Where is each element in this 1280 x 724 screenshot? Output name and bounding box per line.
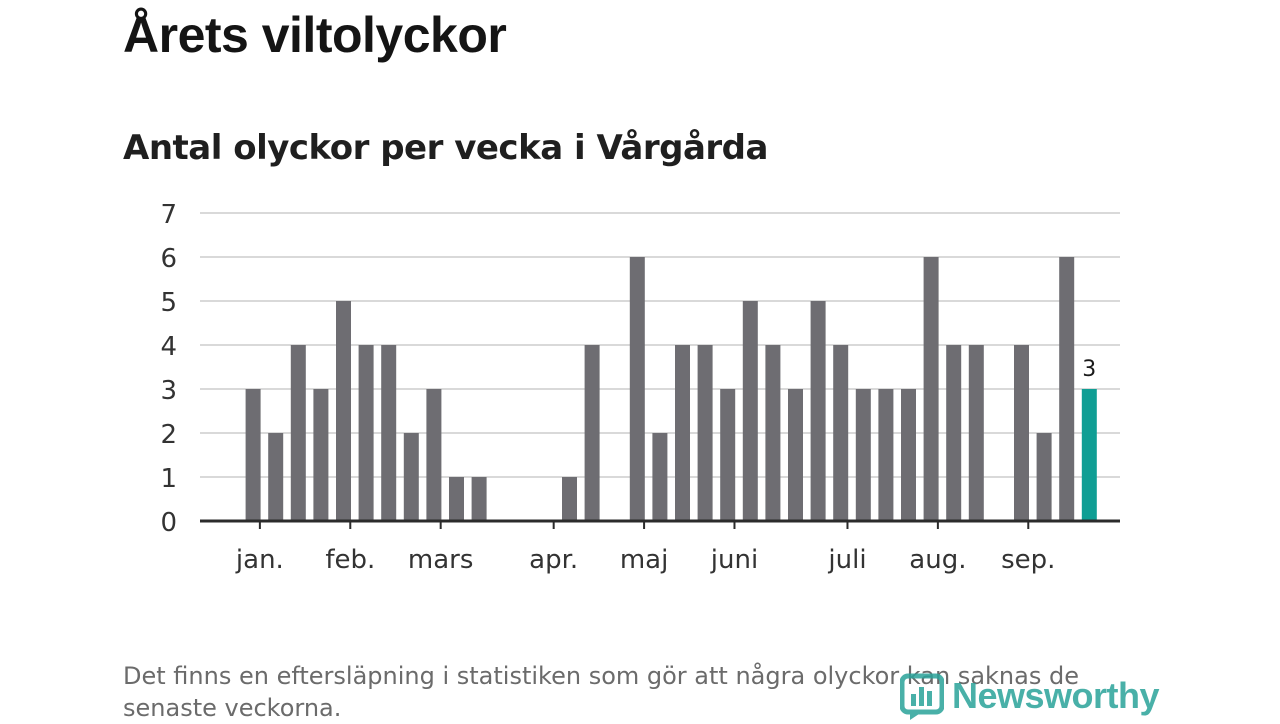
- y-tick-label: 5: [160, 288, 177, 318]
- chart-subtitle: Antal olyckor per vecka i Vårgårda: [123, 128, 768, 168]
- bar: [810, 301, 826, 521]
- bar: [313, 389, 329, 521]
- x-tick-label: mars: [408, 545, 474, 575]
- bar: [449, 477, 464, 521]
- y-tick-label: 7: [160, 200, 177, 230]
- bar: [403, 433, 419, 521]
- bar: [652, 433, 668, 521]
- bar: [855, 389, 871, 521]
- bar: [471, 477, 487, 521]
- x-tick-label: juli: [827, 545, 866, 575]
- bar: [697, 345, 713, 521]
- x-tick-label: apr.: [529, 545, 578, 575]
- bar-chart-logo-icon: [900, 673, 944, 720]
- x-tick-label: jan.: [235, 545, 284, 575]
- x-tick-label: feb.: [325, 545, 375, 575]
- y-tick-label: 1: [160, 464, 177, 494]
- bar: [946, 345, 962, 521]
- y-tick-label: 3: [160, 376, 177, 406]
- x-tick-label: juni: [710, 545, 758, 575]
- bar: [765, 345, 781, 521]
- bar: [290, 345, 306, 521]
- bar: [629, 257, 645, 521]
- bar: [584, 345, 600, 521]
- y-tick-label: 0: [160, 508, 177, 538]
- x-tick-label: maj: [620, 545, 668, 575]
- bar: [1081, 389, 1097, 521]
- bar: [901, 389, 916, 521]
- x-tick-label: aug.: [909, 545, 966, 575]
- data-label: 3: [1082, 357, 1096, 382]
- bar: [742, 301, 758, 521]
- bar: [923, 257, 939, 521]
- bar: [968, 345, 984, 521]
- y-tick-label: 4: [160, 332, 177, 362]
- bar: [268, 433, 284, 521]
- y-tick-label: 6: [160, 244, 177, 274]
- x-tick-label: sep.: [1001, 545, 1055, 575]
- bar: [426, 389, 442, 521]
- logo-text: Newsworthy: [952, 675, 1160, 716]
- bar: [245, 389, 261, 521]
- bar: [1036, 433, 1052, 521]
- chart-title: Årets viltolyckor: [123, 7, 507, 63]
- y-tick-label: 2: [160, 420, 177, 450]
- newsworthy-logo: Newsworthy: [900, 672, 1160, 720]
- bar: [562, 477, 577, 521]
- bar: [381, 345, 397, 521]
- bar: [675, 345, 690, 521]
- bar: [720, 389, 736, 521]
- bar: [1059, 257, 1075, 521]
- bar: [833, 345, 849, 521]
- bar: [336, 301, 351, 521]
- bar: [358, 345, 374, 521]
- bar: [878, 389, 894, 521]
- bar: [1014, 345, 1029, 521]
- bar: [788, 389, 803, 521]
